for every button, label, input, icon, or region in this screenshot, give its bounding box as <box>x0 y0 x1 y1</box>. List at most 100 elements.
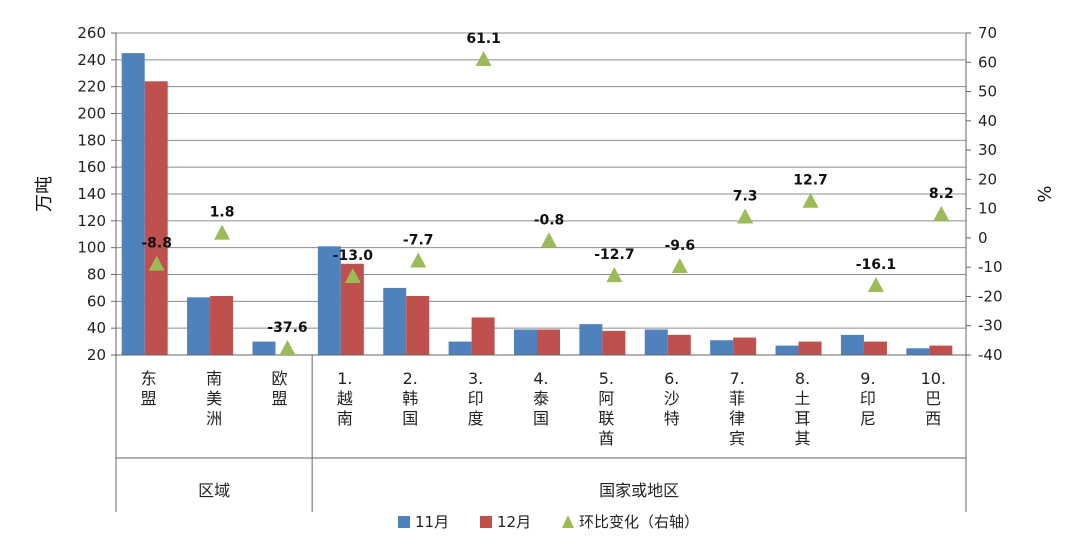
data-label: 8.2 <box>929 186 954 202</box>
legend-label: 环比变化（右轴） <box>579 513 699 531</box>
category-label: 欧盟 <box>271 369 287 408</box>
bar-nov <box>710 340 734 355</box>
data-label: -7.7 <box>403 232 434 248</box>
bar-dec <box>667 334 691 355</box>
y2-tick-label: 0 <box>978 229 988 247</box>
category-label: 8.土耳其 <box>795 369 811 448</box>
group-label: 区域 <box>198 481 230 500</box>
bar-nov <box>448 341 472 355</box>
group-label: 国家或地区 <box>599 481 679 500</box>
legend-label: 12月 <box>497 513 531 531</box>
category-label: 7.菲律宾 <box>729 369 745 448</box>
y-tick-label: 200 <box>77 105 106 123</box>
y-tick-label: 160 <box>77 158 106 176</box>
bar-nov <box>514 329 537 355</box>
y-tick-label: 40 <box>87 319 106 337</box>
category-label: 10.巴西 <box>921 369 946 428</box>
change-marker <box>475 51 492 67</box>
data-label: 1.8 <box>210 205 235 221</box>
change-marker <box>671 258 688 274</box>
bar-dec <box>406 295 430 355</box>
change-marker <box>344 267 361 283</box>
category-label: 9.印尼 <box>860 369 876 428</box>
bar-nov <box>121 53 145 355</box>
data-label: -12.7 <box>594 247 634 263</box>
bar-dec <box>602 330 626 355</box>
y2-tick-label: 10 <box>978 200 997 218</box>
category-label: 3.印度 <box>468 369 484 428</box>
bar-nov <box>840 334 864 355</box>
bar-dec <box>798 341 822 355</box>
y-tick-label: 240 <box>77 51 106 69</box>
y2-tick-label: 20 <box>978 170 997 188</box>
legend-label: 11月 <box>415 513 449 531</box>
bar-dec <box>929 345 953 355</box>
bar-nov <box>906 348 930 355</box>
y2-tick-label: -40 <box>978 346 1003 364</box>
bar-nov <box>252 341 276 355</box>
bars <box>121 53 953 356</box>
y-axis-title: 万吨 <box>34 176 55 212</box>
data-labels: -8.8 1.8 -37.6 -13.0 -7.7 61.1 -0.8 -12.7 -9.6 7.… <box>141 31 953 336</box>
grid-lines <box>116 32 966 356</box>
y2-tick-label: -30 <box>978 317 1003 335</box>
legend-swatch <box>398 516 410 528</box>
change-marker <box>933 205 950 221</box>
y2-tick-label: -10 <box>978 258 1003 276</box>
y-tick-label: 120 <box>77 212 106 230</box>
bar-dec <box>144 81 168 356</box>
legend-marker <box>562 515 574 528</box>
y2-tick-label: -20 <box>978 287 1003 305</box>
bar-dec <box>537 329 560 355</box>
category-label: 东盟 <box>141 369 157 408</box>
change-marker <box>279 339 296 355</box>
data-label: -9.6 <box>664 238 695 254</box>
change-marker <box>410 252 427 268</box>
change-marker <box>541 232 557 248</box>
axes: 20406080100120140160180200220240260-40-3… <box>34 24 1054 364</box>
y-tick-label: 260 <box>77 24 106 42</box>
bar-nov <box>775 345 799 355</box>
bar-nov <box>644 329 668 355</box>
bar-nov <box>579 324 603 355</box>
y2-tick-label: 40 <box>978 112 997 130</box>
category-label: 2.韩国 <box>402 369 418 428</box>
category-label: 6.沙特 <box>664 369 680 428</box>
y2-tick-label: 50 <box>978 83 997 101</box>
y2-tick-label: 70 <box>978 24 997 42</box>
data-label: -8.8 <box>141 236 172 252</box>
bar-dec <box>340 263 364 355</box>
data-label: 7.3 <box>733 189 758 205</box>
y-tick-label: 140 <box>77 185 106 203</box>
y-tick-label: 60 <box>87 292 106 310</box>
category-label: 1.越南 <box>337 369 353 428</box>
change-marker <box>867 277 884 293</box>
category-label: 南美洲 <box>206 369 222 428</box>
y2-tick-label: 60 <box>978 53 997 71</box>
y-tick-label: 220 <box>77 78 106 96</box>
y-tick-label: 100 <box>77 239 106 257</box>
y-tick-label: 80 <box>87 266 106 284</box>
change-marker <box>737 208 754 224</box>
y-tick-label: 20 <box>87 346 106 364</box>
change-marker <box>148 255 165 271</box>
data-label: 61.1 <box>466 31 501 47</box>
bar-nov <box>383 287 407 355</box>
data-label: 12.7 <box>793 173 828 189</box>
y-tick-label: 180 <box>77 131 106 149</box>
bar-nov <box>187 297 211 355</box>
bar-dec <box>733 337 757 355</box>
change-markers <box>148 51 950 355</box>
category-labels: 东盟 南美洲 欧盟 1.越南 2.韩国 3.印度 4.泰国 5.阿联酋 6.沙特 7.菲律宾 8.土… <box>115 355 967 512</box>
bar-dec <box>471 317 495 355</box>
data-label: -13.0 <box>333 248 374 264</box>
y2-axis-title: % <box>1033 185 1054 202</box>
category-label: 4.泰国 <box>533 369 549 428</box>
legend-swatch <box>480 516 492 528</box>
data-label: -37.6 <box>267 320 307 336</box>
data-label: -0.8 <box>534 212 565 228</box>
category-label: 5.阿联酋 <box>598 369 614 448</box>
y2-tick-label: 30 <box>978 141 997 159</box>
change-marker <box>214 224 231 240</box>
